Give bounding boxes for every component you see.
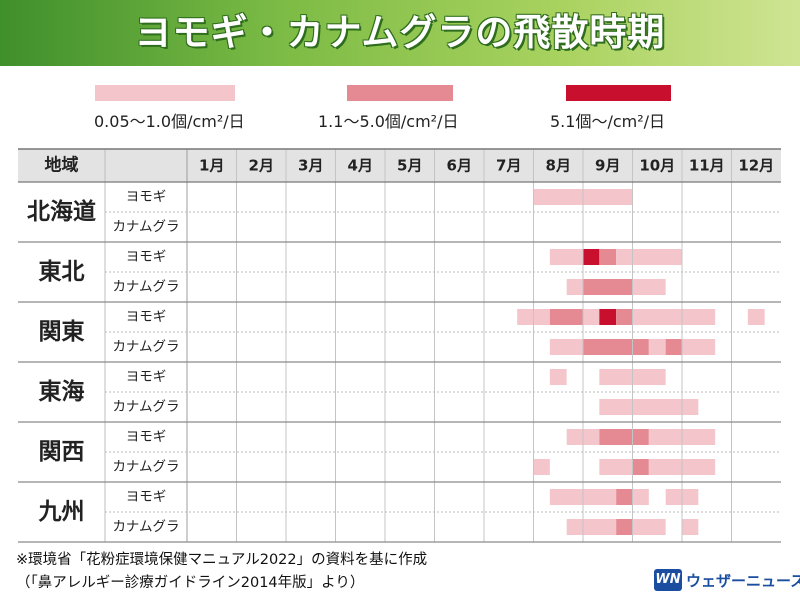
- pollen-bar-2-1-4: [682, 339, 716, 355]
- month-label-1: 1月: [199, 157, 224, 175]
- pollen-bar-1-1-0: [566, 279, 583, 295]
- plant-label-2-0: ヨモギ: [126, 309, 167, 325]
- month-label-6: 6月: [447, 157, 472, 175]
- plant-label-1-0: ヨモギ: [126, 249, 167, 265]
- pollen-bar-1-1-2: [632, 279, 666, 295]
- pollen-bar-2-0-5: [632, 309, 716, 325]
- pollen-bar-5-0-1: [616, 489, 633, 505]
- plant-label-5-0: ヨモギ: [126, 489, 167, 505]
- source-note-sub: （「鼻アレルギー診療ガイドライン2014年版」より）: [16, 575, 365, 591]
- region-label-5: 九州: [38, 499, 85, 525]
- source-note: ※環境省「花粉症環境保健マニュアル2022」の資料を基に作成: [16, 552, 428, 568]
- pollen-bar-4-0-1: [599, 429, 649, 445]
- pollen-bar-2-1-1: [583, 339, 649, 355]
- region-header: 地域: [45, 155, 79, 176]
- pollen-bar-5-1-1: [616, 519, 633, 535]
- month-label-4: 4月: [348, 157, 373, 175]
- pollen-bar-2-0-4: [616, 309, 633, 325]
- pollen-bar-5-1-0: [566, 519, 617, 535]
- region-label-3: 東海: [39, 378, 85, 405]
- plant-label-3-0: ヨモギ: [126, 369, 167, 385]
- pollen-bar-2-0-1: [549, 309, 583, 325]
- pollen-bar-1-1-1: [583, 279, 633, 295]
- region-label-1: 東北: [39, 259, 85, 285]
- month-label-3: 3月: [298, 157, 323, 175]
- pollen-bar-4-1-0: [533, 459, 550, 475]
- month-label-12: 12月: [738, 157, 774, 175]
- legend-label-mid: 1.1〜5.0個/cm²/日: [318, 112, 459, 131]
- plant-label-3-1: カナムグラ: [112, 399, 179, 415]
- pollen-bar-5-1-2: [632, 519, 666, 535]
- legend-swatch-mid: [347, 85, 453, 101]
- pollen-bar-5-1-3: [682, 519, 699, 535]
- pollen-bar-2-0-3: [599, 309, 617, 325]
- month-label-7: 7月: [496, 157, 521, 175]
- legend-swatch-high: [566, 85, 671, 101]
- month-label-11: 11月: [689, 157, 725, 175]
- weathernews-logo-mark: WN: [654, 569, 682, 591]
- legend-label-low: 0.05〜1.0個/cm²/日: [94, 112, 245, 131]
- table-header-band: [18, 149, 781, 182]
- plant-label-2-1: カナムグラ: [112, 339, 179, 355]
- pollen-bar-3-0-0: [549, 369, 567, 385]
- plant-label-1-1: カナムグラ: [112, 279, 179, 295]
- pollen-bar-2-0-6: [747, 309, 765, 325]
- month-label-8: 8月: [546, 157, 571, 175]
- pollen-bar-1-0-0: [549, 249, 583, 265]
- plant-label-4-0: ヨモギ: [126, 429, 167, 445]
- region-label-0: 北海道: [27, 198, 96, 225]
- pollen-bar-2-0-2: [583, 309, 600, 325]
- title-banner: [0, 0, 800, 66]
- pollen-bar-5-0-2: [632, 489, 649, 505]
- month-label-5: 5月: [397, 157, 422, 175]
- plant-label-5-1: カナムグラ: [112, 519, 179, 535]
- pollen-bar-2-1-3: [665, 339, 682, 355]
- month-label-2: 2月: [249, 157, 274, 175]
- month-label-9: 9月: [595, 157, 620, 175]
- pollen-bar-2-1-0: [549, 339, 583, 355]
- plant-label-0-1: カナムグラ: [112, 219, 179, 235]
- pollen-bar-1-0-3: [616, 249, 682, 265]
- region-label-2: 関東: [39, 319, 85, 345]
- chart-title: ヨモギ・カナムグラの飛散時期: [134, 11, 666, 54]
- plant-label-4-1: カナムグラ: [112, 459, 179, 475]
- weathernews-logo-text: ウェザーニュース: [686, 572, 800, 590]
- pollen-bar-1-0-2: [599, 249, 617, 265]
- region-label-4: 関西: [39, 439, 85, 465]
- pollen-bar-4-1-1: [599, 459, 633, 475]
- legend-swatch-low: [95, 85, 235, 101]
- plant-label-0-0: ヨモギ: [126, 189, 167, 205]
- legend-label-high: 5.1個〜/cm²/日: [550, 112, 666, 131]
- pollen-bar-4-1-2: [632, 459, 649, 475]
- pollen-bar-2-1-2: [648, 339, 666, 355]
- pollen-bar-1-0-1: [583, 249, 600, 265]
- month-label-10: 10月: [639, 157, 675, 175]
- pollen-bar-3-1-0: [599, 399, 699, 415]
